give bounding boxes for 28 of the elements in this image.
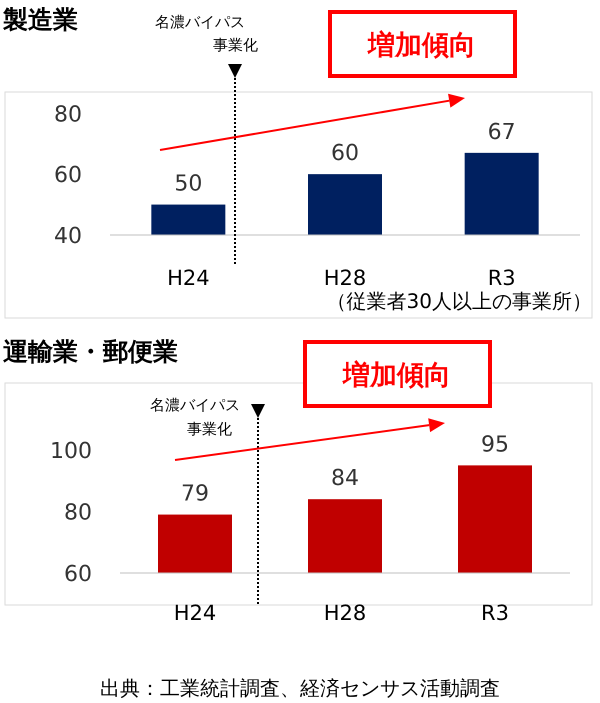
x-tick-label: H24 <box>174 601 216 625</box>
chart-title: 運輸業・郵便業 <box>3 337 178 366</box>
x-tick-label: H28 <box>324 601 366 625</box>
text: 増加傾向 <box>342 360 451 391</box>
source-note: 出典：工業統計調査、経済センサス活動調査 <box>100 676 500 700</box>
text: 名濃バイパス <box>155 13 245 31</box>
y-tick-label: 40 <box>54 224 82 249</box>
text: 事業化 <box>187 420 232 438</box>
text: 事業化 <box>213 36 258 54</box>
chart-title: 製造業 <box>2 5 78 34</box>
x-tick-label: H24 <box>167 266 210 290</box>
y-tick-label: 80 <box>64 500 92 526</box>
y-tick-label: 60 <box>64 562 92 587</box>
text: 増加傾向 <box>367 30 476 61</box>
data-label: 95 <box>481 432 509 458</box>
text: （従業者30人以上の事業所） <box>326 289 592 313</box>
data-label: 79 <box>181 482 209 507</box>
data-label: 60 <box>331 141 359 166</box>
x-tick-label: H28 <box>324 266 366 290</box>
y-tick-label: 80 <box>54 102 82 128</box>
text: 名濃バイパス <box>150 396 240 414</box>
data-label: 84 <box>331 466 359 492</box>
data-label: 67 <box>488 120 516 145</box>
y-tick-label: 60 <box>54 163 82 188</box>
x-tick-label: R3 <box>481 601 509 625</box>
data-label: 50 <box>174 172 202 197</box>
y-tick-label: 100 <box>50 439 92 464</box>
x-tick-label: R3 <box>488 266 516 290</box>
